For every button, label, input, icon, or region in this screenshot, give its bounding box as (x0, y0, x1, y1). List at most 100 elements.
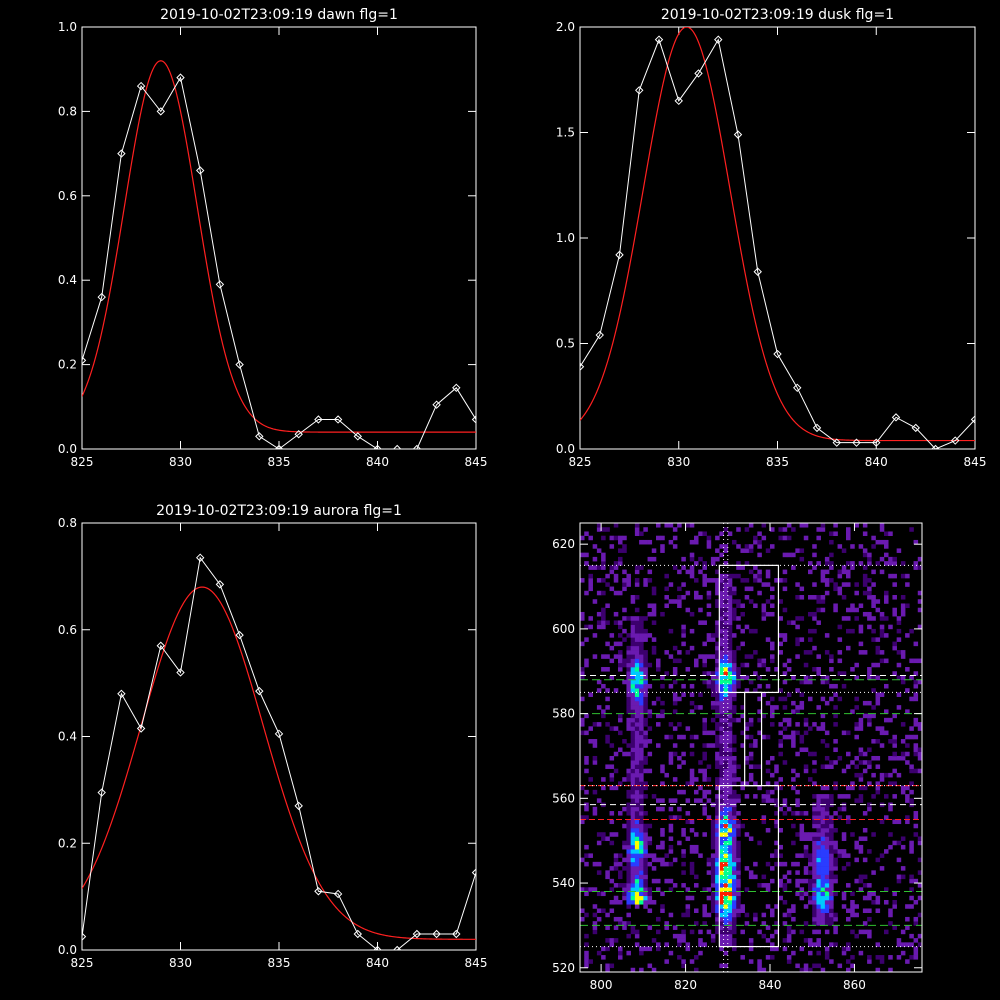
x-tick-label: 825 (569, 455, 592, 469)
data-point (314, 415, 323, 424)
data-point (471, 868, 476, 877)
data-point (156, 107, 166, 116)
data-point (674, 96, 683, 106)
data-point (373, 945, 382, 950)
data-point (694, 69, 703, 78)
x-tick-label: 845 (465, 455, 488, 469)
y-tick-label: 520 (552, 961, 575, 975)
x-tick-label: 800 (590, 978, 613, 992)
data-point (392, 444, 402, 449)
data-point (117, 149, 126, 158)
data-point (931, 444, 940, 449)
dawn-spectrum-panel: 825 830 835 840 845 0.0 0.2 0.4 0.6 0.8 1.0 2019-10… (58, 7, 488, 469)
data-point (793, 383, 802, 393)
extraction-box (718, 785, 780, 948)
x-tick-label: 845 (964, 455, 987, 469)
data-point (117, 689, 126, 699)
y-tick-label: 0.0 (58, 943, 77, 957)
data-point (97, 292, 106, 302)
data-point (82, 932, 87, 941)
data-point (412, 929, 422, 939)
x-tick-label: 840 (865, 455, 888, 469)
data-point (654, 35, 664, 44)
data-point (176, 73, 185, 82)
data-point (951, 436, 960, 445)
x-tick-label: 860 (843, 978, 866, 992)
data-point (333, 415, 343, 424)
chart-title: 2019-10-02T23:09:19 dawn flg=1 (160, 7, 398, 23)
data-point (136, 724, 146, 733)
data-point (353, 432, 363, 441)
x-tick-label: 825 (71, 455, 94, 469)
data-point (156, 641, 166, 650)
y-tick-label: 540 (552, 876, 575, 890)
y-tick-label: 0.4 (58, 273, 77, 287)
data-point (195, 166, 205, 175)
y-tick-label: 0.4 (58, 730, 77, 744)
data-point (294, 430, 303, 439)
data-point (195, 553, 205, 562)
x-tick-label: 840 (366, 455, 389, 469)
x-tick-label: 835 (268, 455, 291, 469)
data-point (452, 383, 461, 393)
data-point (255, 686, 264, 696)
data-point (432, 400, 441, 409)
data-point (333, 889, 343, 899)
dusk-spectrum-panel: 825 830 835 840 845 0.0 0.5 1.0 1.5 2.0 2019-10-02… (556, 7, 987, 469)
data-point (255, 432, 264, 441)
data-point (215, 280, 225, 289)
data-point (82, 356, 87, 365)
x-tick-label: 835 (268, 956, 291, 970)
x-tick-label: 830 (667, 455, 690, 469)
data-point (733, 130, 743, 139)
data-point (136, 81, 146, 91)
plot-frame (579, 522, 923, 973)
x-tick-label: 820 (674, 978, 697, 992)
data-point (471, 415, 476, 424)
data-line (82, 556, 476, 950)
y-tick-label: 0.0 (58, 442, 77, 456)
data-line (580, 38, 975, 449)
x-tick-label: 840 (759, 978, 782, 992)
spectrogram-heatmap-panel: 800 820 840 860 520 540 560 580 600 620 (552, 522, 923, 992)
data-point (812, 423, 822, 433)
y-tick-label: 0.2 (58, 358, 77, 372)
data-point (872, 438, 881, 447)
data-point (452, 929, 461, 939)
y-tick-label: 1.5 (556, 126, 575, 140)
data-point (911, 423, 920, 433)
y-tick-label: 0.6 (58, 189, 77, 203)
fit-curve (82, 60, 476, 433)
plot-area (82, 553, 476, 950)
x-tick-label: 835 (766, 455, 789, 469)
y-tick-label: 600 (552, 622, 575, 636)
plot-area (580, 27, 975, 449)
data-point (832, 438, 841, 447)
data-point (215, 580, 225, 589)
data-point (353, 929, 363, 939)
data-point (891, 413, 901, 422)
data-point (373, 444, 382, 449)
data-point (595, 330, 604, 340)
chart-title: 2019-10-02T23:09:19 aurora flg=1 (156, 503, 402, 519)
data-point (615, 250, 624, 260)
x-tick-label: 830 (169, 956, 192, 970)
fit-curve (580, 27, 975, 442)
y-tick-label: 620 (552, 537, 575, 551)
x-tick-label: 825 (71, 956, 94, 970)
y-tick-label: 1.0 (556, 231, 575, 245)
data-point (714, 35, 723, 44)
y-tick-label: 560 (552, 791, 575, 805)
data-point (235, 360, 244, 369)
y-tick-label: 0.8 (58, 104, 77, 118)
x-tick-label: 830 (169, 455, 192, 469)
data-point (97, 788, 106, 797)
data-point (392, 945, 402, 950)
y-tick-label: 0.0 (556, 442, 575, 456)
y-tick-label: 1.0 (58, 20, 77, 34)
data-point (176, 668, 185, 677)
y-tick-label: 2.0 (556, 20, 575, 34)
plot-area (82, 60, 476, 449)
data-point (314, 887, 323, 896)
